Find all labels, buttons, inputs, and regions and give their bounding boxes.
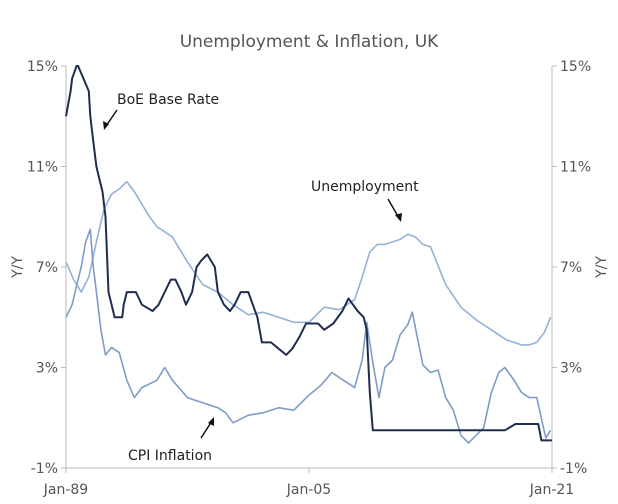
series-line-unemployment [65, 180, 552, 346]
y-axis-right: 15% 11% 7% 3% -1% [552, 59, 591, 477]
arrowhead-unemployment [395, 213, 402, 222]
x-tick-label: Jan-21 [529, 482, 574, 498]
y-tick-label-right: 3% [560, 361, 582, 377]
arrow-boe-base-rate [105, 109, 118, 127]
x-tick-label: Jan-05 [286, 482, 331, 498]
y-tick-label-right: 11% [560, 160, 591, 176]
y-tick-label-left: -1% [31, 461, 58, 477]
series-line-boe [65, 65, 552, 442]
y-tick-label-right: 7% [560, 260, 582, 276]
y-tick-label-left: 7% [36, 260, 58, 276]
y-axis-label-right: Y/Y [594, 256, 610, 279]
y-tick-label-left: 3% [36, 361, 58, 377]
arrowhead-boe-base-rate [103, 121, 109, 130]
chart-title: Unemployment & Inflation, UK [180, 32, 439, 52]
series-line-cpi [65, 228, 552, 444]
y-tick-label-left: 11% [27, 160, 58, 176]
arrowhead-cpi-inflation [208, 417, 214, 426]
annotation-cpi-inflation: CPI Inflation [128, 448, 212, 464]
x-axis: Jan-89 Jan-05 Jan-21 [43, 468, 574, 498]
annotation-unemployment: Unemployment [311, 179, 419, 195]
y-tick-label-right: -1% [560, 461, 587, 477]
y-tick-label-left: 15% [27, 59, 58, 75]
y-axis-left: 15% 11% 7% 3% -1% [27, 59, 66, 477]
x-tick-label: Jan-89 [43, 482, 88, 498]
annotation-boe-base-rate: BoE Base Rate [117, 92, 219, 108]
y-tick-label-right: 15% [560, 59, 591, 75]
y-axis-label-left: Y/Y [10, 256, 26, 279]
series-layer [65, 65, 552, 444]
